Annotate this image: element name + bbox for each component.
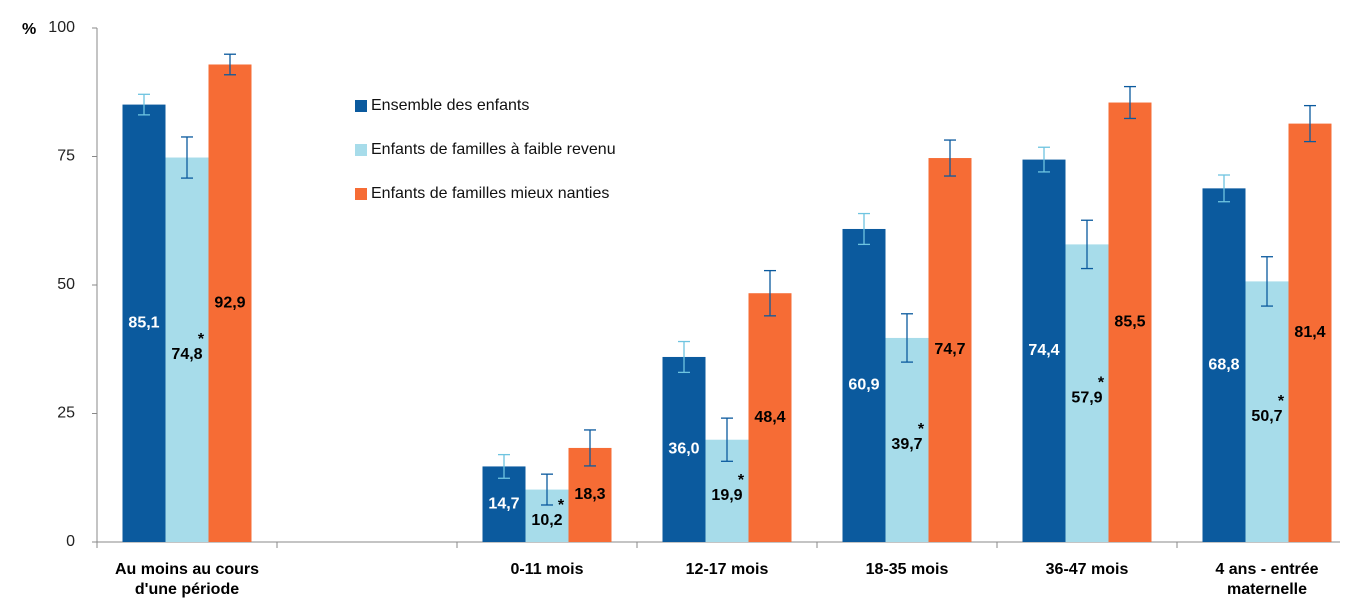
error-bar [1304,104,1316,143]
bar [885,337,929,542]
y-tick-label: 50 [57,276,75,293]
error-bar [1218,174,1230,203]
x-label-box: 12-17 mois [685,561,769,578]
x-label-box: 4 ans - entrée maternelle [1215,561,1319,598]
x-label-box: Au moins au cours d'une période [114,561,260,598]
bar [122,104,166,542]
significance-marker: * [918,421,925,438]
bar [1202,188,1246,543]
y-tick-label: 100 [48,19,75,36]
bar [482,466,526,542]
bar [842,228,886,542]
x-tick-label: 18-35 mois [865,561,949,578]
error-bar [721,417,733,462]
legend-swatch [355,144,367,156]
value-label: 57,9 [1071,389,1102,406]
value-label: 85,5 [1114,313,1145,330]
value-label: 85,1 [128,315,159,332]
error-bar [584,429,596,467]
significance-marker: * [558,497,565,514]
error-bar [1038,146,1050,173]
error-bar [541,473,553,506]
bar [1065,244,1109,543]
error-bar [678,340,690,374]
bar [1245,281,1289,542]
value-label: 60,9 [848,377,879,394]
value-label: 74,7 [934,341,965,358]
x-tick-label: 4 ans - entrée maternelle [1215,561,1319,598]
error-bar [224,53,236,76]
legend-label: Ensemble des enfants [371,97,529,114]
x-tick-label: 12-17 mois [685,561,769,578]
y-tick-label: 0 [66,533,75,550]
error-bar [858,212,870,246]
bar [1022,159,1066,543]
x-tick-label: 36-47 mois [1045,561,1129,578]
value-label: 92,9 [214,294,245,311]
x-label-box: 18-35 mois [865,561,949,578]
error-bar [138,93,150,116]
x-tick-label: Au moins au cours d'une période [114,561,260,598]
y-tick-label: 75 [57,148,75,165]
value-label: 68,8 [1208,356,1239,373]
error-bar [764,269,776,317]
value-label: 14,7 [488,495,519,512]
error-bar [944,139,956,177]
x-tick-label: 0-11 mois [510,561,584,578]
bar [1108,102,1152,542]
bar [662,356,706,542]
value-label: 39,7 [891,436,922,453]
x-label-box: 36-47 mois [1045,561,1129,578]
value-label: 74,4 [1028,342,1059,359]
y-tick-label: 25 [57,405,75,422]
error-bar [181,136,193,179]
value-label: 19,9 [711,487,742,504]
legend-swatch [355,100,367,112]
bar [165,157,209,542]
value-label: 74,8 [171,346,202,363]
legend-label: Enfants de familles à faible revenu [371,141,616,158]
x-label-box: 0-11 mois [510,561,584,578]
legend-swatch [355,188,367,200]
error-bar [1124,85,1136,120]
bar [748,293,792,542]
error-bar [498,453,510,479]
value-label: 36,0 [668,441,699,458]
significance-marker: * [738,472,745,489]
error-bar [1261,256,1273,307]
y-unit: % [22,21,36,38]
significance-marker: * [1098,374,1105,391]
error-bar [1081,219,1093,270]
value-label: 18,3 [574,486,605,503]
value-label: 81,4 [1294,324,1325,341]
significance-marker: * [1278,393,1285,410]
value-label: 10,2 [531,512,562,529]
bar [1288,123,1332,542]
bar [208,64,252,542]
value-label: 50,7 [1251,408,1282,425]
bar [928,158,972,543]
value-label: 48,4 [754,409,785,426]
significance-marker: * [198,331,205,348]
legend-label: Enfants de familles mieux nanties [371,185,609,202]
error-bar [901,313,913,363]
